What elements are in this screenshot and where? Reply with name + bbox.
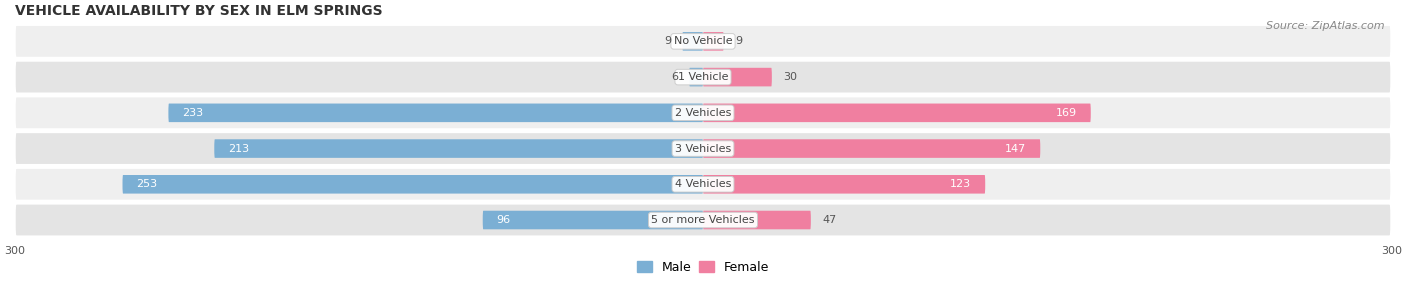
FancyBboxPatch shape — [14, 132, 1392, 165]
FancyBboxPatch shape — [14, 25, 1392, 58]
FancyBboxPatch shape — [682, 32, 703, 51]
Legend: Male, Female: Male, Female — [631, 256, 775, 279]
Text: No Vehicle: No Vehicle — [673, 36, 733, 47]
Text: 253: 253 — [136, 179, 157, 189]
Text: VEHICLE AVAILABILITY BY SEX IN ELM SPRINGS: VEHICLE AVAILABILITY BY SEX IN ELM SPRIN… — [14, 4, 382, 18]
FancyBboxPatch shape — [703, 103, 1091, 122]
FancyBboxPatch shape — [14, 203, 1392, 237]
Text: 96: 96 — [496, 215, 510, 225]
FancyBboxPatch shape — [169, 103, 703, 122]
FancyBboxPatch shape — [703, 139, 1040, 158]
Text: 169: 169 — [1056, 108, 1077, 118]
Text: Source: ZipAtlas.com: Source: ZipAtlas.com — [1267, 21, 1385, 32]
Text: 6: 6 — [671, 72, 678, 82]
Text: 2 Vehicles: 2 Vehicles — [675, 108, 731, 118]
Text: 47: 47 — [823, 215, 837, 225]
FancyBboxPatch shape — [122, 175, 703, 194]
Text: 9: 9 — [735, 36, 742, 47]
Text: 9: 9 — [664, 36, 671, 47]
Text: 1 Vehicle: 1 Vehicle — [678, 72, 728, 82]
Text: 30: 30 — [783, 72, 797, 82]
FancyBboxPatch shape — [14, 168, 1392, 201]
FancyBboxPatch shape — [482, 211, 703, 229]
Text: 4 Vehicles: 4 Vehicles — [675, 179, 731, 189]
Text: 147: 147 — [1005, 144, 1026, 154]
Text: 233: 233 — [183, 108, 204, 118]
FancyBboxPatch shape — [14, 96, 1392, 129]
Text: 3 Vehicles: 3 Vehicles — [675, 144, 731, 154]
FancyBboxPatch shape — [703, 68, 772, 86]
FancyBboxPatch shape — [214, 139, 703, 158]
FancyBboxPatch shape — [14, 61, 1392, 94]
FancyBboxPatch shape — [703, 175, 986, 194]
Text: 213: 213 — [228, 144, 249, 154]
FancyBboxPatch shape — [703, 32, 724, 51]
Text: 123: 123 — [950, 179, 972, 189]
Text: 5 or more Vehicles: 5 or more Vehicles — [651, 215, 755, 225]
FancyBboxPatch shape — [703, 211, 811, 229]
FancyBboxPatch shape — [689, 68, 703, 86]
